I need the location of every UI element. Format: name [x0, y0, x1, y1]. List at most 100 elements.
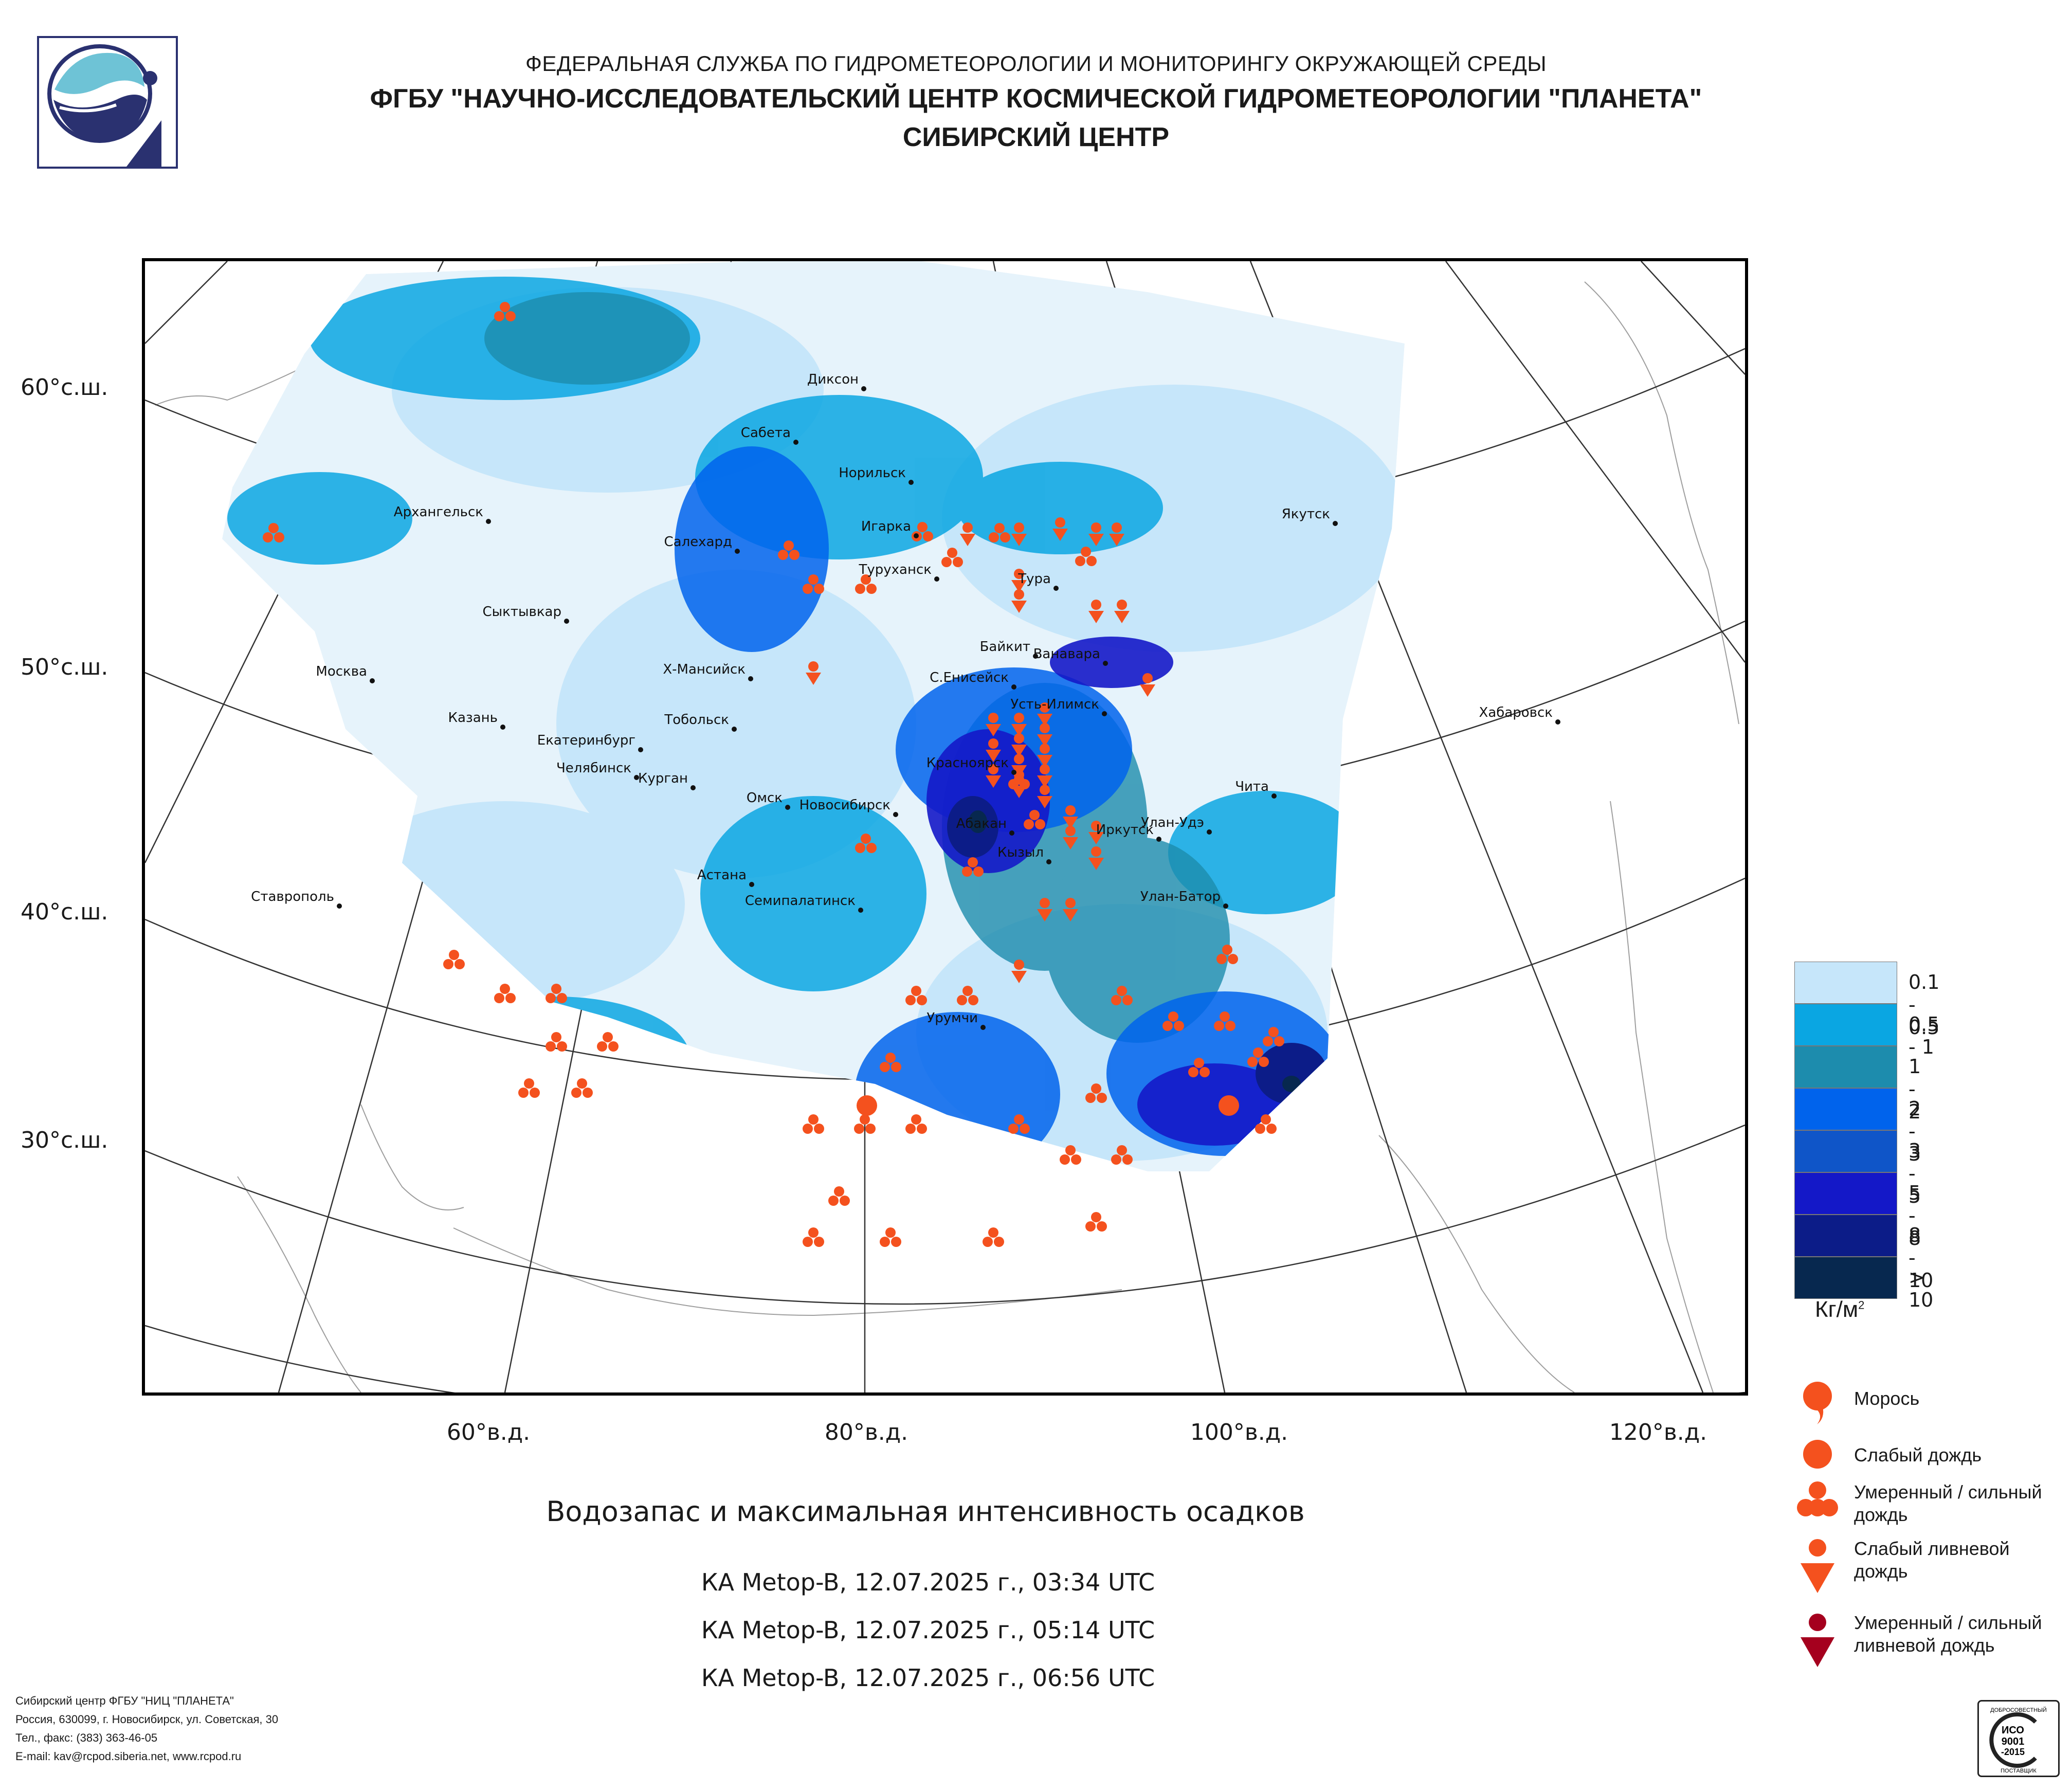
city-label: Курган: [638, 771, 688, 786]
moderate-rain-mark: [546, 1032, 567, 1052]
precipitation-map: Диксон Сабета Норильск Архангельск Игарка Сал…: [142, 258, 1748, 1396]
light-shower-mark: [1088, 821, 1104, 844]
moderate-rain-mark: [803, 1227, 824, 1247]
light-rain-mark: [1219, 1095, 1239, 1116]
city-dot: [793, 440, 798, 445]
city-dot: [732, 727, 737, 732]
light-rain-label: Слабый дождь: [1854, 1444, 1982, 1466]
moderate-rain-mark: [957, 986, 978, 1005]
lat-label-40: 40°с.ш.: [21, 899, 108, 925]
agency-title: ФЕДЕРАЛЬНАЯ СЛУЖБА ПО ГИДРОМЕТЕОРОЛОГИИ …: [525, 51, 1547, 76]
light-shower-mark: [1109, 522, 1124, 546]
city-dot: [980, 1025, 986, 1030]
city-7: Туруханск: [859, 562, 939, 582]
planeta-logo: [37, 36, 178, 169]
legend-swatch-label: 8 - 10: [1909, 1224, 1934, 1292]
heavy-shower-label-2: ливневой дождь: [1854, 1635, 1995, 1656]
city-label: Челябинск: [556, 761, 631, 776]
light-rain-symbol: [1803, 1440, 1832, 1469]
city-label: Ставрополь: [251, 889, 334, 904]
moderate-rain-mark: [989, 523, 1010, 542]
city-24: Курган: [638, 771, 696, 790]
city-12: Ванавара: [1033, 646, 1108, 666]
city-dot: [1009, 830, 1014, 836]
city-dot: [749, 882, 754, 887]
moderate-rain-mark: [1255, 1114, 1277, 1134]
city-label: Москва: [316, 664, 367, 679]
light-shower-mark: [1088, 522, 1104, 546]
city-dot: [1333, 521, 1338, 526]
iso-top-text: ДОБРОСОВЕСТНЫЙ: [1990, 1707, 2047, 1713]
moderate-rain-mark: [1111, 1145, 1133, 1165]
satellite-pass-1: КА Metop-B, 12.07.2025 г., 03:34 UTC: [701, 1568, 1155, 1596]
city-dot: [735, 549, 740, 554]
light-shower-mark: [1063, 805, 1078, 829]
city-19: Тобольск: [664, 712, 737, 732]
city-31: Астана: [697, 867, 754, 887]
moderate-rain-mark: [546, 984, 567, 1003]
light-shower-label: Слабый ливневой дождь: [1854, 1537, 2010, 1583]
city-label: Усть-Илимск: [1010, 697, 1099, 712]
footer-email[interactable]: E-mail: kav@rcpod.siberia.net, www.rcpod…: [15, 1750, 242, 1763]
city-label: Ванавара: [1033, 646, 1100, 662]
map-canvas: Диксон Сабета Норильск Архангельск Игарка Сал…: [145, 261, 1745, 1392]
city-label: Х-Мансийск: [663, 662, 746, 677]
moderate-rain-mark: [880, 1227, 901, 1247]
city-25: Омск: [747, 790, 790, 810]
city-30: Кызыл: [997, 845, 1051, 864]
moderate-rain-label-2: дождь: [1854, 1504, 1908, 1525]
light-shower-mark: [986, 713, 1001, 736]
moderate-rain-label-1: Умеренный / сильный: [1854, 1481, 2042, 1503]
moderate-rain-mark: [828, 1186, 850, 1206]
moderate-rain-mark: [1111, 986, 1133, 1005]
moderate-rain-mark: [443, 950, 465, 969]
light-shower-mark: [1088, 846, 1104, 870]
drizzle-label: Морось: [1854, 1388, 1920, 1409]
light-shower-mark: [1037, 702, 1052, 726]
moderate-rain-mark: [571, 1078, 593, 1098]
city-label: Абакан: [956, 816, 1007, 831]
legend-swatch: [1794, 1046, 1897, 1088]
moderate-rain-mark: [905, 986, 927, 1005]
heavy-shower-symbol: [1801, 1614, 1834, 1667]
precip-legend-symbols: [1797, 1382, 1838, 1667]
city-dot: [1011, 684, 1016, 690]
moderate-rain-mark: [962, 857, 984, 877]
moderate-rain-symbol: [1797, 1481, 1838, 1516]
moderate-rain-mark: [880, 1053, 901, 1072]
city-11: Байкит: [980, 639, 1038, 659]
light-shower-mark: [1037, 898, 1052, 921]
light-shower-mark: [1037, 785, 1052, 808]
light-shower-label-2: дождь: [1854, 1561, 1908, 1582]
city-label: Новосибирск: [799, 798, 890, 813]
city-label: Семипалатинск: [745, 893, 856, 909]
legend-swatch: [1794, 1215, 1897, 1257]
siberian-center-title: СИБИРСКИЙ ЦЕНТР: [902, 122, 1170, 152]
light-shower-mark: [1063, 826, 1078, 849]
legend-swatch: [1794, 1172, 1897, 1215]
moderate-rain-mark: [1008, 1114, 1030, 1134]
legend-swatch: [1794, 1257, 1897, 1299]
city-dot: [1033, 654, 1038, 659]
legend-unit: Кг/м2: [1815, 1297, 1864, 1323]
city-dot: [1102, 711, 1107, 716]
city-dot: [908, 480, 914, 485]
moderate-rain-mark: [1085, 1212, 1107, 1232]
city-dot: [486, 519, 491, 524]
moderate-rain-mark: [912, 522, 933, 541]
moderate-rain-mark: [1188, 1058, 1210, 1077]
light-shower-mark: [986, 764, 1001, 788]
city-22: Челябинск: [556, 761, 639, 780]
light-shower-mark: [960, 522, 975, 546]
city-16: Усть-Илимск: [1010, 697, 1107, 716]
moderate-rain-mark: [803, 1114, 824, 1134]
moderate-rain-label: Умеренный / сильный дождь: [1854, 1481, 2042, 1526]
city-label: Байкит: [980, 639, 1030, 655]
lon-label-120: 120°в.д.: [1609, 1419, 1707, 1445]
footer-address: Россия, 630099, г. Новосибирск, ул. Сове…: [15, 1713, 279, 1726]
map-title: Водозапас и максимальная интенсивность о…: [546, 1495, 1305, 1528]
city-label: Екатеринбург: [537, 733, 635, 748]
city-32: Ставрополь: [251, 889, 342, 909]
legend-swatch: [1794, 1130, 1897, 1172]
city-18: Казань: [448, 710, 505, 730]
